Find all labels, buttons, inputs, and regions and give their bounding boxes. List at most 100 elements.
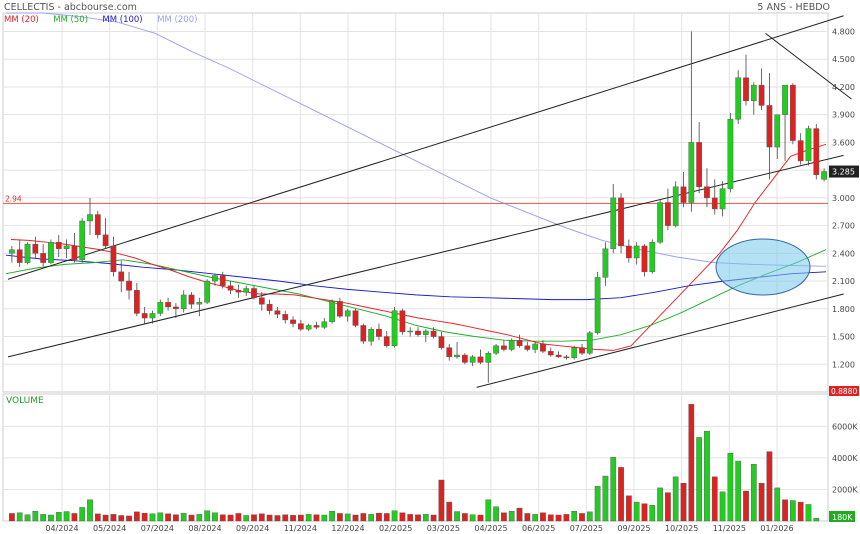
volume-bar — [173, 514, 179, 522]
candle-body — [688, 142, 695, 203]
candle-body — [602, 248, 609, 278]
volume-bar — [376, 512, 382, 522]
volume-bar — [87, 499, 93, 522]
volume-bar — [649, 505, 656, 522]
legend-item: MM (50) — [53, 15, 88, 25]
volume-bar — [383, 513, 390, 522]
candle-body — [758, 84, 765, 106]
volume-bar — [235, 513, 242, 522]
volume-bar — [102, 514, 109, 522]
price-tick-label: 3.000 — [832, 194, 855, 203]
candle-body — [204, 280, 210, 303]
candle-body — [55, 242, 62, 249]
volume-bar — [766, 451, 773, 522]
price-tick-label: 1.500 — [832, 333, 855, 342]
volume-bar — [110, 514, 117, 522]
volume-last-label: 180K — [832, 513, 853, 522]
candle-body — [711, 197, 718, 210]
candle-body — [579, 347, 585, 354]
volume-bar — [165, 513, 171, 522]
volume-bar — [407, 514, 414, 522]
candle-body — [438, 336, 445, 348]
volume-bar — [180, 512, 187, 522]
volume-tick-label: 2000K — [832, 485, 858, 494]
candle-body — [407, 330, 414, 333]
volume-bar — [9, 513, 15, 522]
ma200-line — [6, 12, 827, 267]
candle-body — [32, 243, 39, 254]
candle-body — [610, 197, 617, 249]
candle-body — [594, 277, 601, 334]
candle-body — [532, 343, 538, 350]
volume-bar — [626, 495, 632, 522]
candle-body — [399, 310, 406, 333]
candle-body — [71, 245, 78, 261]
candle-body — [87, 214, 93, 222]
volume-tick-label: 4000K — [832, 454, 858, 463]
volume-bar — [298, 514, 304, 522]
candle-body — [524, 345, 531, 350]
candle-body — [790, 84, 796, 141]
volume-bar — [782, 499, 788, 522]
candle-body — [16, 249, 23, 263]
volume-bar — [63, 511, 70, 522]
volume-bar — [727, 452, 734, 522]
candle-body — [540, 343, 546, 352]
volume-bar — [337, 513, 343, 522]
volume-bar — [477, 514, 484, 522]
candle-body — [797, 140, 804, 162]
volume-bar — [391, 510, 398, 522]
volume-bar — [219, 514, 226, 522]
candle-body — [618, 197, 624, 247]
x-tick-label: 05/2024 — [93, 524, 126, 533]
candle-body — [329, 301, 335, 322]
candle-body — [258, 297, 265, 305]
volume-bar — [212, 512, 218, 522]
volume-bar — [40, 514, 46, 522]
candle-body — [727, 119, 734, 189]
moving-averages-layer — [5, 12, 827, 351]
volume-bar — [141, 512, 148, 522]
candle-body — [149, 313, 156, 319]
candle-body — [298, 323, 304, 330]
x-tick-label: 08/2024 — [188, 524, 221, 533]
price-tick-label: 1.800 — [832, 305, 855, 314]
candle-body — [40, 253, 46, 263]
volume-bar — [532, 514, 538, 522]
volume-bar — [774, 487, 781, 522]
axis-layer: 1.2001.5001.8002.1002.4002.7003.0003.300… — [4, 15, 859, 533]
volume-bar — [55, 512, 62, 522]
candle-body — [321, 321, 328, 328]
volume-bar — [508, 511, 515, 522]
candle-body — [266, 303, 273, 311]
volume-bar — [750, 464, 757, 522]
volume-bar — [204, 510, 210, 522]
support-hline-label: 2.94 — [5, 194, 22, 203]
volume-bar — [79, 507, 86, 522]
x-tick-label: 10/2025 — [665, 524, 698, 533]
price-tick-label: 4.500 — [832, 55, 855, 64]
candle-body — [501, 345, 507, 350]
candle-body — [672, 186, 679, 226]
candle-body — [680, 186, 687, 203]
volume-bar — [501, 512, 507, 522]
candle-body — [563, 356, 570, 359]
volume-bar — [704, 430, 710, 522]
volume-bar — [618, 467, 624, 522]
x-tick-label: 11/2025 — [713, 524, 746, 533]
volume-bar — [602, 475, 609, 522]
x-tick-label: 09/2025 — [617, 524, 650, 533]
candle-body — [391, 310, 398, 346]
price-tick-label: 2.400 — [832, 249, 855, 258]
candle-body — [134, 290, 140, 314]
legend-item: MM (200) — [157, 15, 197, 25]
volume-bar — [118, 515, 125, 522]
candle-body — [493, 345, 499, 354]
volume-bar — [227, 514, 234, 522]
candle-body — [462, 354, 468, 363]
candle-body — [235, 290, 242, 293]
x-tick-label: 11/2024 — [284, 524, 317, 533]
volume-bar — [586, 511, 593, 522]
candle-body — [352, 310, 359, 326]
price-tick-label: 3.900 — [832, 111, 855, 120]
